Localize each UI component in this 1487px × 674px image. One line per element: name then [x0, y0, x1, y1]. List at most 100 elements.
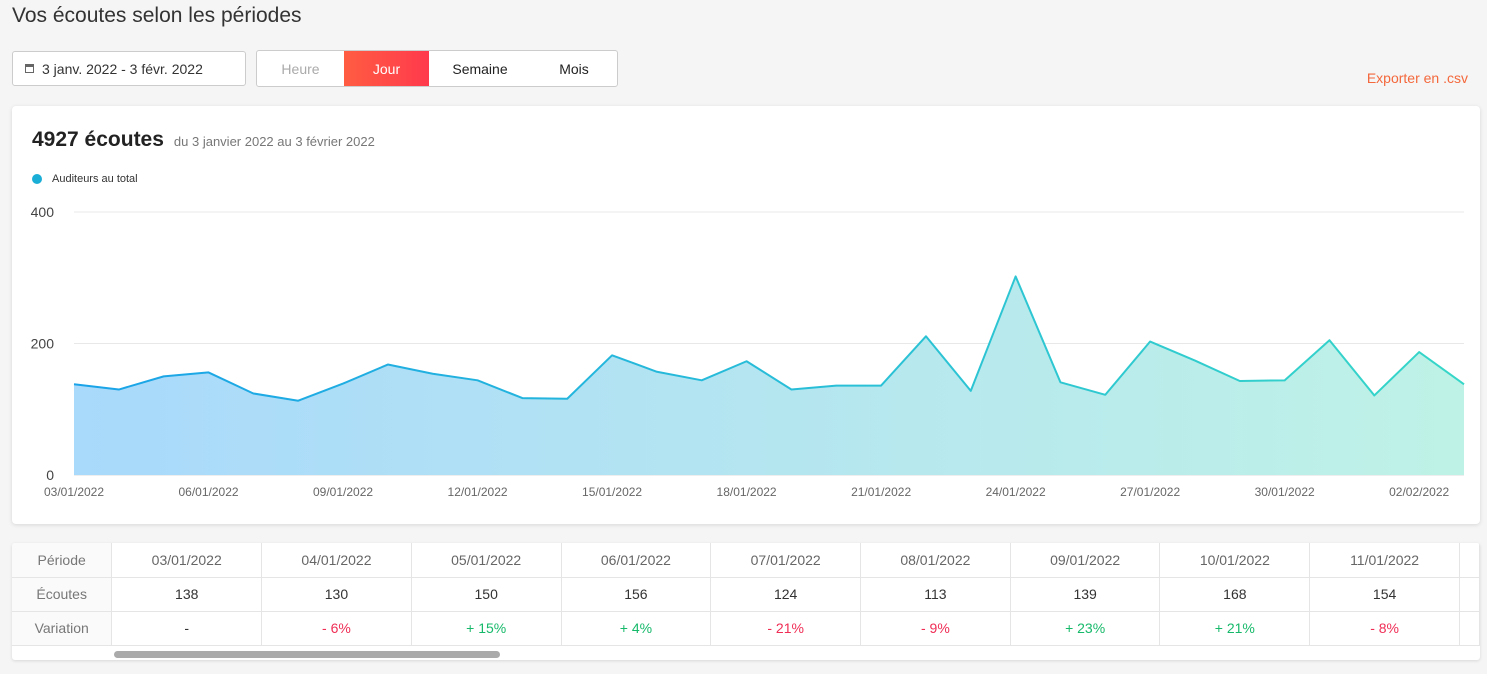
table-cell: 124 [710, 577, 862, 612]
table-cell: 138 [111, 577, 263, 612]
x-tick-label: 03/01/2022 [44, 485, 104, 499]
x-tick-label: 30/01/2022 [1255, 485, 1315, 499]
table-cell: 150 [411, 577, 562, 612]
data-point [969, 389, 973, 393]
data-point [879, 384, 883, 388]
data-point [789, 388, 793, 392]
period-option-semaine[interactable]: Semaine [452, 60, 508, 77]
table-cell: 04/01/2022 [261, 543, 412, 578]
chart-card: 4927 écoutes du 3 janvier 2022 au 3 févr… [12, 106, 1480, 524]
data-point [296, 399, 300, 403]
x-tick-label: 18/01/2022 [717, 485, 777, 499]
data-point [834, 384, 838, 388]
data-point [1417, 350, 1421, 354]
data-point [610, 353, 614, 357]
data-point [386, 363, 390, 367]
date-range-value: 3 janv. 2022 - 3 févr. 2022 [42, 60, 203, 77]
data-point [1238, 379, 1242, 383]
table-cell: 05/01/2022 [411, 543, 562, 578]
data-point [72, 382, 76, 386]
data-point [1058, 380, 1062, 384]
row-header: Écoutes [12, 577, 113, 612]
data-point [520, 396, 524, 400]
table-cell: + 23% [1010, 611, 1161, 646]
x-tick-label: 27/01/2022 [1120, 485, 1180, 499]
period-table: Période 03/01/2022 04/01/2022 05/01/2022 06/… [12, 543, 1480, 660]
table-cell: 09/01/2022 [1010, 543, 1161, 578]
period-selector: Heure Jour Semaine Mois [256, 50, 618, 87]
x-tick-label: 09/01/2022 [313, 485, 373, 499]
listens-area-chart: 0 200 400 03/01/2022 06/01/2022 09/01/2022 12/… [31, 204, 1466, 499]
table-cell: 06/01/2022 [561, 543, 712, 578]
data-point [655, 370, 659, 374]
data-point [207, 370, 211, 374]
table-cell: + 4% [561, 611, 712, 646]
row-header: Période [12, 543, 113, 578]
variation-row: Variation - - 6% + 15% + 4% - 21% - 9% + 23% + 2… [12, 611, 1480, 646]
table-cell: - 6% [261, 611, 412, 646]
table-cell: 130 [261, 577, 412, 612]
x-tick-label: 15/01/2022 [582, 485, 642, 499]
x-tick-label: 24/01/2022 [986, 485, 1046, 499]
x-tick-label: 21/01/2022 [851, 485, 911, 499]
calendar-icon [25, 64, 34, 73]
y-tick-label: 200 [31, 336, 55, 352]
y-tick-label: 400 [31, 204, 55, 220]
table-cell: - 8% [1309, 611, 1460, 646]
data-point [1193, 359, 1197, 363]
table-cell: - 21% [710, 611, 862, 646]
table-cell: 139 [1010, 577, 1161, 612]
data-point [1283, 378, 1287, 382]
data-point [700, 378, 704, 382]
period-row: Période 03/01/2022 04/01/2022 05/01/2022 06/… [12, 543, 1480, 578]
table-cell-overflow [1459, 611, 1480, 646]
date-range-text: du 3 janvier 2022 au 3 février 2022 [173, 134, 375, 149]
table-cell: + 15% [411, 611, 562, 646]
data-point [1103, 393, 1107, 397]
data-point [251, 391, 255, 395]
table-cell: 168 [1159, 577, 1311, 612]
table-cell: 11/01/2022 [1309, 543, 1460, 578]
data-point [476, 378, 480, 382]
export-csv-link[interactable]: Exporter en .csv [1366, 70, 1468, 86]
chart-summary: 4927 écoutes du 3 janvier 2022 au 3 févr… [32, 128, 375, 152]
date-range-picker[interactable]: 3 janv. 2022 - 3 févr. 2022 [12, 51, 246, 86]
table-cell: - 9% [860, 611, 1011, 646]
data-point [1372, 393, 1376, 397]
row-header: Variation [12, 611, 113, 646]
table-cell: + 21% [1159, 611, 1311, 646]
period-option-mois[interactable]: Mois [559, 60, 589, 77]
data-point [1327, 338, 1331, 342]
page-title: Vos écoutes selon les périodes [12, 4, 302, 27]
table-cell: - [111, 611, 263, 646]
table-cell: 10/01/2022 [1159, 543, 1311, 578]
data-point [565, 397, 569, 401]
x-tick-label: 12/01/2022 [448, 485, 508, 499]
legend-dot-icon [32, 174, 42, 184]
data-point [1462, 382, 1466, 386]
x-tick-label: 02/02/2022 [1389, 485, 1449, 499]
y-tick-label: 0 [46, 467, 54, 483]
table-cell: 113 [860, 577, 1011, 612]
data-point [924, 334, 928, 338]
data-point [1148, 340, 1152, 344]
data-point [1014, 274, 1018, 278]
table-cell: 156 [561, 577, 712, 612]
data-point [341, 382, 345, 386]
table-cell: 07/01/2022 [710, 543, 862, 578]
data-point [117, 388, 121, 392]
listens-row: Écoutes 138 130 150 156 124 113 139 168 154 [12, 577, 1480, 612]
data-point [162, 374, 166, 378]
period-option-jour[interactable]: Jour [344, 51, 429, 86]
table-cell: 154 [1309, 577, 1460, 612]
table-cell-overflow [1459, 543, 1480, 578]
series-line [73, 275, 1465, 402]
period-option-heure[interactable]: Heure [281, 60, 320, 77]
table-cell-overflow [1459, 577, 1480, 612]
data-point [431, 372, 435, 376]
legend-label: Auditeurs au total [52, 173, 138, 185]
table-cell: 03/01/2022 [111, 543, 263, 578]
total-listens: 4927 écoutes [32, 128, 164, 151]
chart-legend[interactable]: Auditeurs au total [32, 173, 138, 185]
horizontal-scrollbar[interactable] [114, 651, 500, 658]
